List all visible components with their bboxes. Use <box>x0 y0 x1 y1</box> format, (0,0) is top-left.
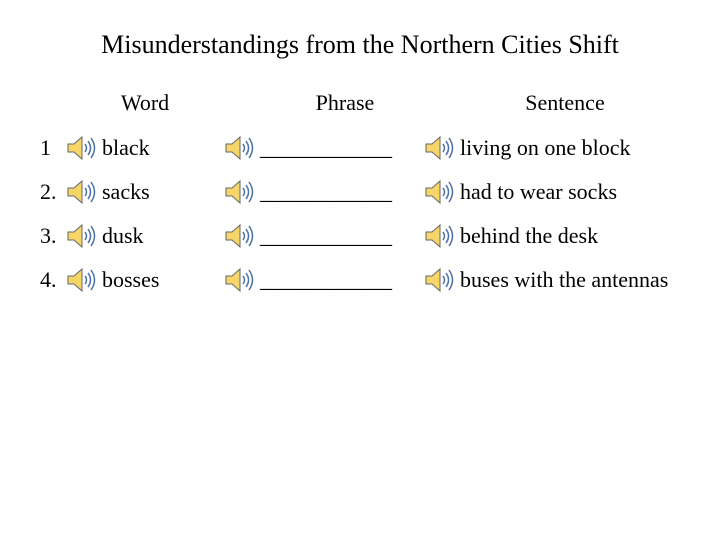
speaker-icon[interactable] <box>62 178 102 206</box>
sentence-cell: had to wear socks <box>460 179 680 205</box>
speaker-icon[interactable] <box>220 222 260 250</box>
row-number: 1 <box>40 135 62 161</box>
column-headers: Word Phrase Sentence <box>40 90 680 116</box>
phrase-cell: ____________ <box>260 267 420 293</box>
sentence-cell: living on one block <box>460 135 680 161</box>
sentence-cell: behind the desk <box>460 223 680 249</box>
speaker-icon[interactable] <box>420 134 460 162</box>
phrase-cell: ____________ <box>260 179 420 205</box>
phrase-cell: ____________ <box>260 223 420 249</box>
speaker-icon[interactable] <box>420 222 460 250</box>
page-title: Misunderstandings from the Northern Citi… <box>40 30 680 60</box>
speaker-icon[interactable] <box>220 266 260 294</box>
speaker-icon[interactable] <box>62 134 102 162</box>
speaker-icon[interactable] <box>220 134 260 162</box>
row-number: 4. <box>40 267 62 293</box>
word-cell: sacks <box>102 179 220 205</box>
word-cell: dusk <box>102 223 220 249</box>
speaker-icon[interactable] <box>62 266 102 294</box>
header-phrase: Phrase <box>240 90 450 116</box>
table-row: 4. bosses ____________ buses with the an… <box>40 266 680 294</box>
word-cell: black <box>102 135 220 161</box>
speaker-icon[interactable] <box>62 222 102 250</box>
header-sentence: Sentence <box>450 90 680 116</box>
word-cell: bosses <box>102 267 220 293</box>
speaker-icon[interactable] <box>220 178 260 206</box>
speaker-icon[interactable] <box>420 266 460 294</box>
table-row: 1 black ____________ living on one block <box>40 134 680 162</box>
table-row: 3. dusk ____________ behind the desk <box>40 222 680 250</box>
sentence-cell: buses with the antennas <box>460 267 680 293</box>
phrase-cell: ____________ <box>260 135 420 161</box>
header-word: Word <box>40 90 240 116</box>
speaker-icon[interactable] <box>420 178 460 206</box>
row-number: 3. <box>40 223 62 249</box>
row-number: 2. <box>40 179 62 205</box>
table-row: 2. sacks ____________ had to wear socks <box>40 178 680 206</box>
